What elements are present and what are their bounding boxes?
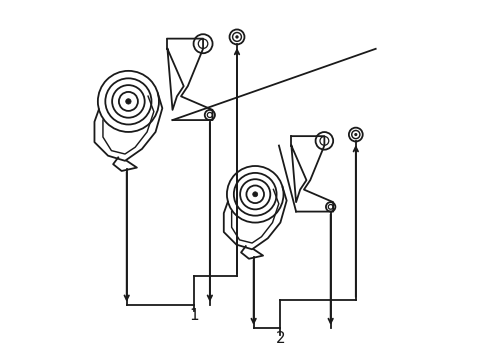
Circle shape: [252, 192, 257, 197]
Text: 2: 2: [275, 332, 285, 346]
Circle shape: [125, 99, 131, 104]
Circle shape: [353, 133, 357, 136]
Circle shape: [235, 35, 238, 39]
Text: 1: 1: [189, 308, 199, 323]
